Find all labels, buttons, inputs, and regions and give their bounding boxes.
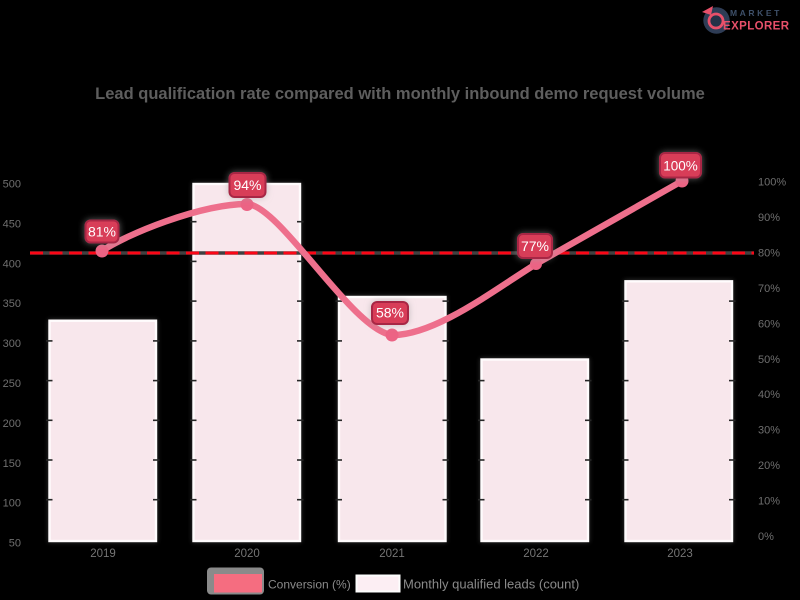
svg-text:MARKET: MARKET — [730, 8, 782, 18]
svg-text:350: 350 — [3, 298, 21, 310]
svg-text:100%: 100% — [663, 159, 698, 174]
svg-text:2020: 2020 — [234, 548, 260, 560]
svg-text:400: 400 — [3, 258, 21, 270]
svg-text:300: 300 — [3, 338, 21, 350]
svg-text:0%: 0% — [758, 531, 774, 543]
svg-text:50%: 50% — [758, 354, 780, 366]
svg-text:200: 200 — [3, 418, 21, 430]
svg-text:EXPLORER: EXPLORER — [723, 21, 790, 33]
svg-text:2021: 2021 — [379, 548, 405, 560]
svg-text:2019: 2019 — [90, 548, 116, 560]
svg-text:500: 500 — [3, 179, 21, 191]
svg-text:2022: 2022 — [523, 548, 549, 560]
svg-text:Conversion (%): Conversion (%) — [268, 578, 351, 592]
svg-text:10%: 10% — [758, 496, 780, 508]
svg-text:94%: 94% — [233, 177, 261, 193]
svg-text:2023: 2023 — [667, 548, 693, 560]
svg-text:150: 150 — [3, 458, 21, 470]
svg-text:70%: 70% — [758, 283, 780, 295]
svg-text:81%: 81% — [88, 224, 116, 240]
svg-text:250: 250 — [3, 378, 21, 390]
svg-text:30%: 30% — [758, 425, 780, 437]
svg-text:20%: 20% — [758, 460, 780, 472]
svg-text:100%: 100% — [758, 177, 786, 189]
svg-text:40%: 40% — [758, 389, 780, 401]
svg-text:450: 450 — [3, 218, 21, 230]
svg-text:Monthly qualified leads (count: Monthly qualified leads (count) — [403, 577, 579, 592]
svg-text:77%: 77% — [521, 238, 549, 254]
svg-text:50: 50 — [9, 538, 21, 550]
svg-text:Lead qualification rate compar: Lead qualification rate compared with mo… — [95, 85, 705, 103]
svg-text:60%: 60% — [758, 318, 780, 330]
svg-text:80%: 80% — [758, 248, 780, 260]
svg-text:58%: 58% — [376, 305, 404, 321]
svg-text:90%: 90% — [758, 212, 780, 224]
svg-text:100: 100 — [3, 498, 21, 510]
